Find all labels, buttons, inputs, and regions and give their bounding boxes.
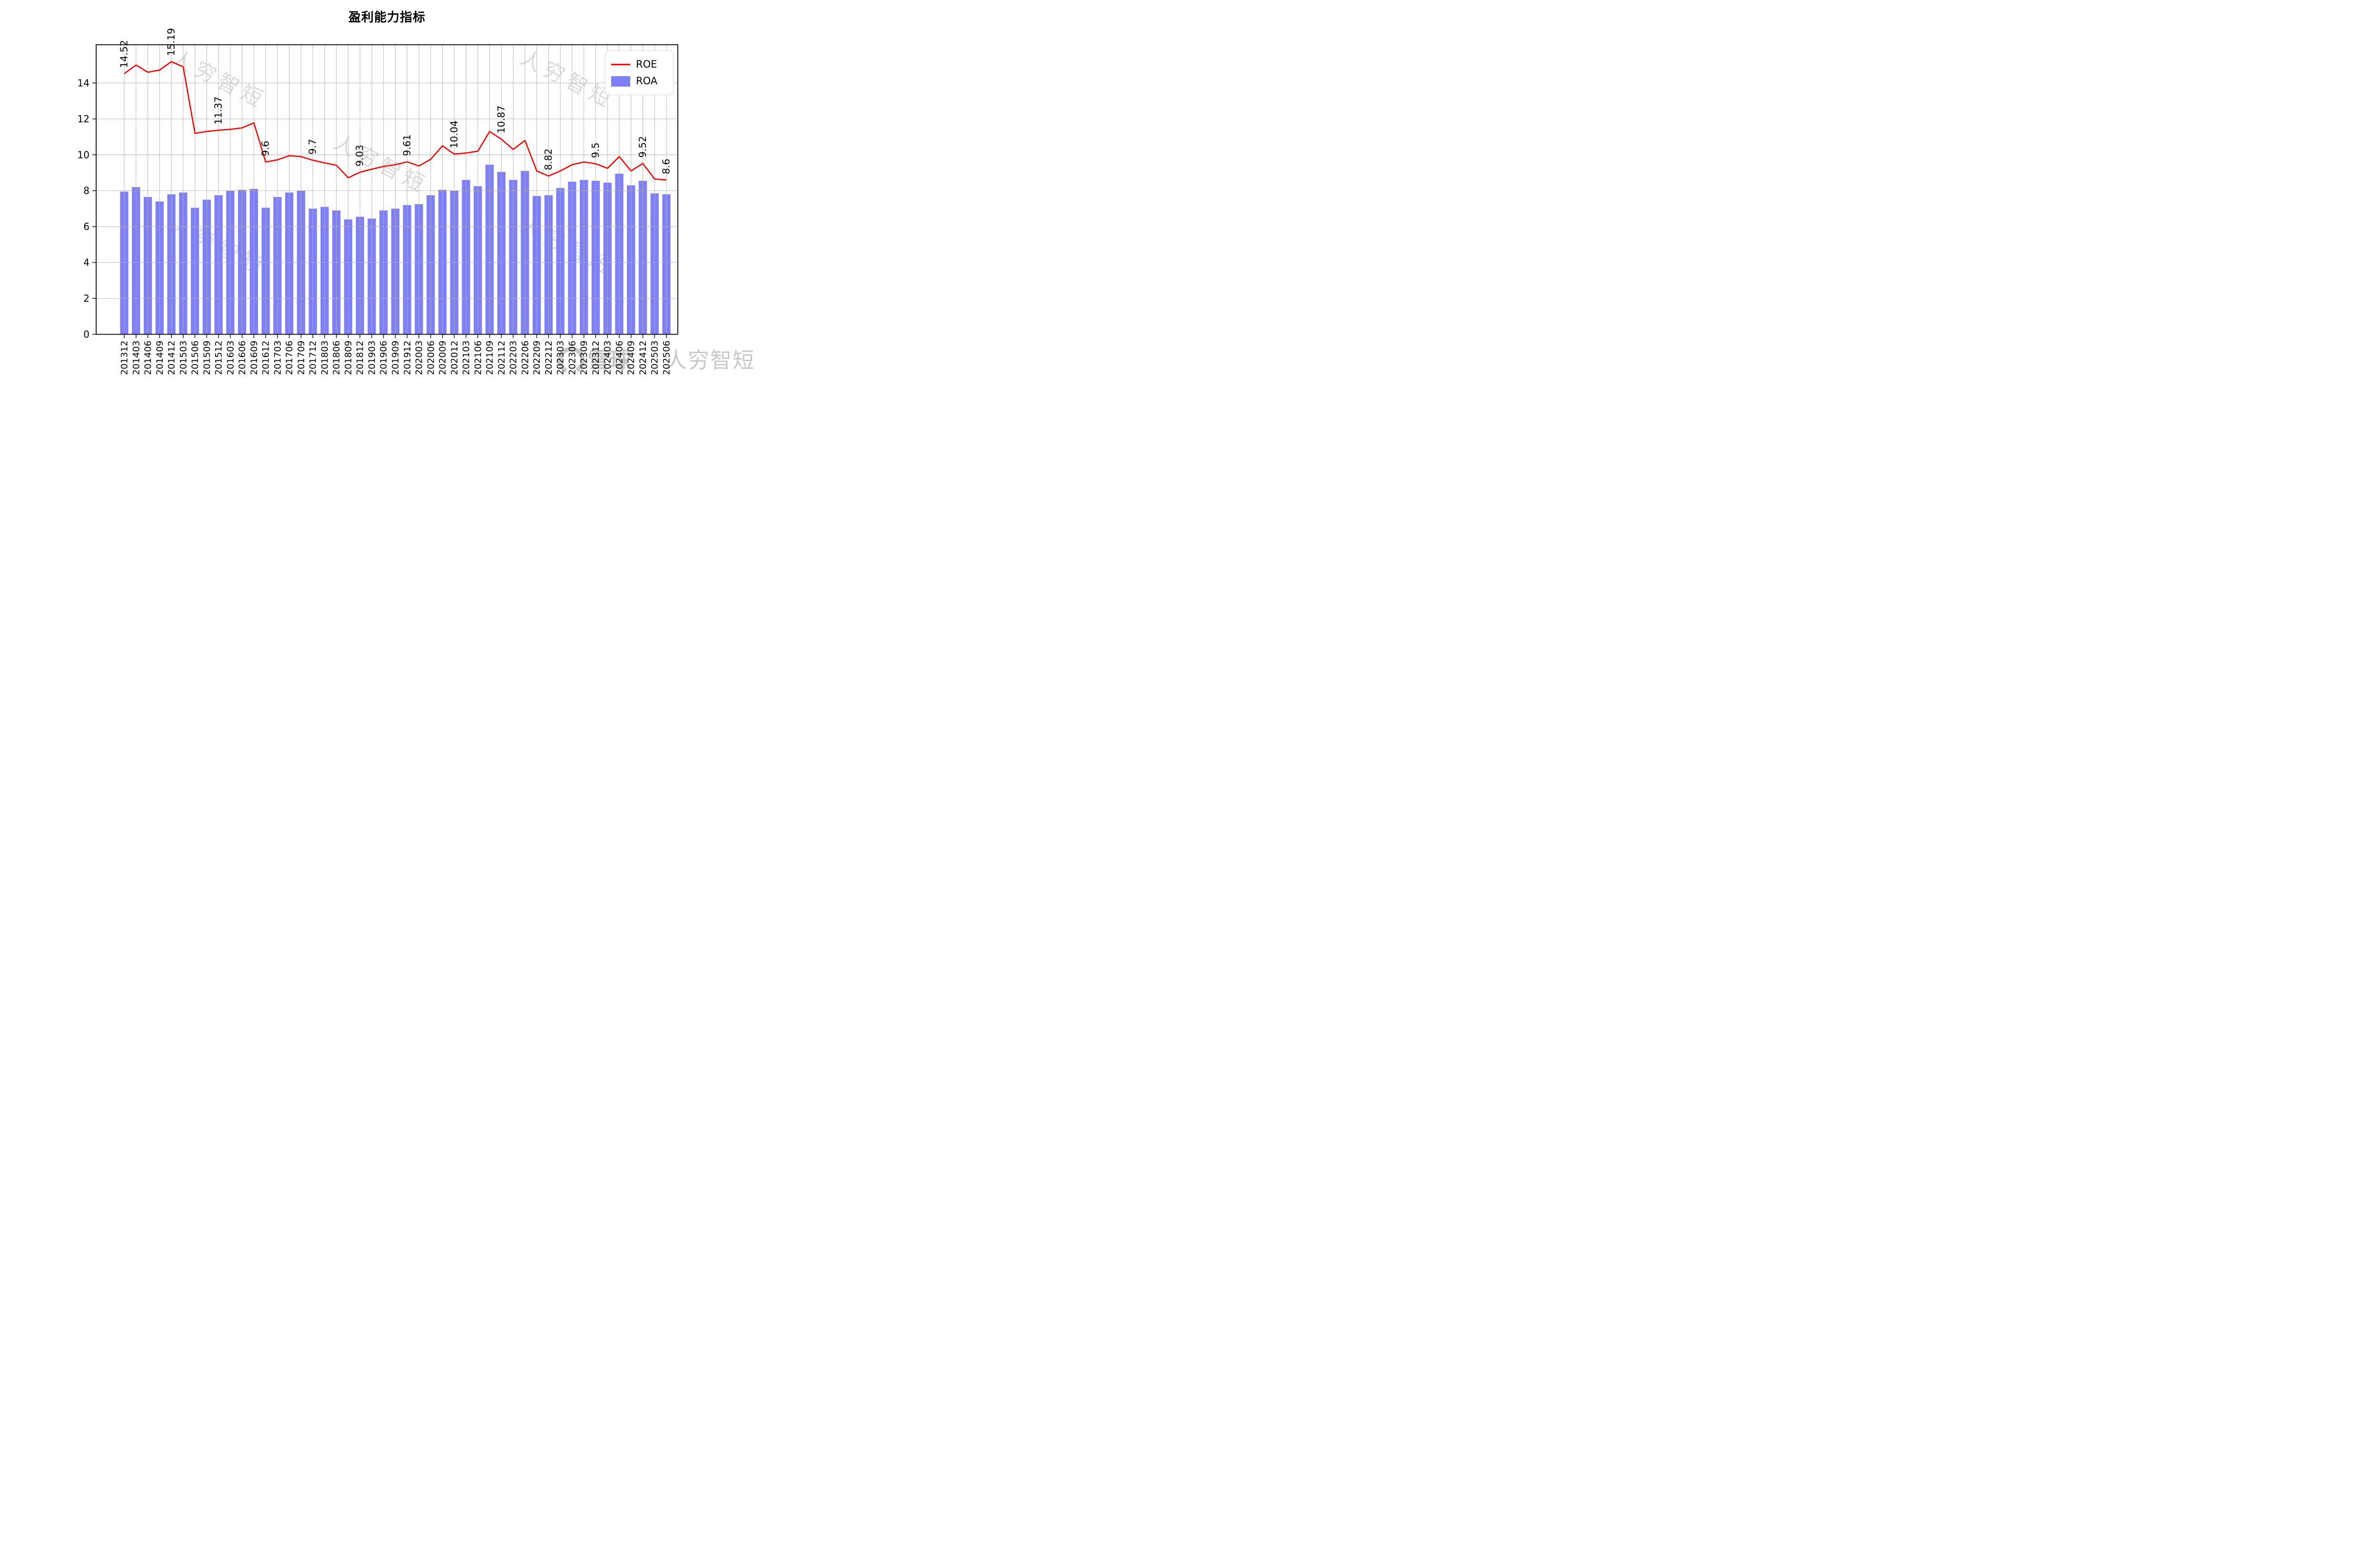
x-tick-label: 202003 xyxy=(414,341,425,375)
x-tick-label: 201403 xyxy=(131,341,141,375)
snowball-logo-icon xyxy=(557,346,585,374)
legend-label-roe: ROE xyxy=(636,58,657,70)
x-tick-label: 202406 xyxy=(614,341,625,375)
x-tick-label: 201506 xyxy=(190,341,200,375)
x-tick-label: 201406 xyxy=(143,341,153,375)
roe-annotation: 9.6 xyxy=(260,141,271,157)
x-tick-label: 201603 xyxy=(225,341,236,375)
y-tick-label: 10 xyxy=(78,149,89,160)
x-tick-label: 202009 xyxy=(437,341,448,375)
watermark-text: 人穷智短 xyxy=(329,130,432,198)
chart-canvas: 人穷智短人穷智短人穷智短人穷智短人穷智短雪球人穷智短02468101214201… xyxy=(78,28,755,375)
roe-annotation: 9.03 xyxy=(354,145,366,167)
x-tick-label: 201609 xyxy=(249,341,259,375)
legend-item-roa: ROA xyxy=(605,76,673,87)
brand-name-text: 雪球 xyxy=(587,347,632,373)
x-tick-label: 202209 xyxy=(532,341,542,375)
roe-annotation: 8.82 xyxy=(543,148,554,170)
roe-annotation: 9.52 xyxy=(637,136,648,158)
roa-patch-swatch xyxy=(611,76,630,87)
watermark-text: 人穷智短 xyxy=(516,212,619,281)
x-tick-label: 201906 xyxy=(378,341,389,375)
x-tick-label: 201706 xyxy=(284,341,295,375)
x-tick-label: 201612 xyxy=(261,341,271,375)
roe-annotation: 10.87 xyxy=(496,106,507,134)
roe-annotations: 14.52 15.19 11.37 9.6 9.7 9.03 9.61 10.04 10.87 8… xyxy=(119,28,672,174)
roe-line xyxy=(124,61,667,181)
x-tick-label: 201806 xyxy=(331,341,342,375)
y-tick-label: 4 xyxy=(83,257,89,268)
x-tick-label: 201703 xyxy=(272,341,283,375)
legend-label-roa: ROA xyxy=(636,75,658,87)
brand-suffix-text: 人穷智短 xyxy=(665,348,755,373)
y-tick-label: 2 xyxy=(83,293,89,304)
brand-watermark: 雪球 人穷智短 xyxy=(557,346,755,374)
roe-annotation: 10.04 xyxy=(448,120,460,148)
x-tick-label: 201412 xyxy=(167,341,177,375)
x-tick-label: 201903 xyxy=(367,341,377,375)
roe-annotation: 11.37 xyxy=(213,97,224,125)
x-tick-label: 202203 xyxy=(508,341,519,375)
roe-annotation: 9.7 xyxy=(307,139,318,155)
x-tick-label: 202106 xyxy=(473,341,483,375)
x-tick-label: 201812 xyxy=(355,341,366,375)
chart-title: 盈利能力指标 xyxy=(348,10,426,25)
x-tick-label: 202006 xyxy=(426,341,436,375)
x-tick-label: 202506 xyxy=(662,341,672,375)
x-tick-label: 201909 xyxy=(390,341,401,375)
legend: ROE ROA xyxy=(605,50,674,95)
x-tick-label: 202409 xyxy=(626,341,636,375)
x-tick-label: 201809 xyxy=(343,341,354,375)
roe-annotation: 15.19 xyxy=(166,28,177,56)
x-tick-label: 202212 xyxy=(544,341,554,375)
x-tick-label: 201912 xyxy=(402,341,413,375)
x-tick-label: 202412 xyxy=(638,341,648,375)
roe-annotation: 9.61 xyxy=(401,134,413,156)
x-tick-label: 201606 xyxy=(237,341,248,375)
y-tick-label: 8 xyxy=(83,185,89,197)
roe-annotation: 14.52 xyxy=(119,40,130,68)
x-tick-label: 202309 xyxy=(579,341,589,375)
x-tick-label: 202503 xyxy=(650,341,660,375)
x-tick-label: 201712 xyxy=(308,341,318,375)
x-tick-label: 202312 xyxy=(591,341,601,375)
x-tick-label: 202403 xyxy=(603,341,613,375)
x-tick-label: 201312 xyxy=(119,341,130,375)
x-tick-label: 202112 xyxy=(496,341,507,375)
x-tick-label: 201503 xyxy=(178,341,188,375)
x-tick-label: 202109 xyxy=(485,341,495,375)
y-tick-label: 14 xyxy=(78,77,89,89)
x-tick-label: 202303 xyxy=(555,341,566,375)
x-tick-label: 202306 xyxy=(567,341,577,375)
x-tick-label: 201409 xyxy=(155,341,165,375)
x-tick-label: 202012 xyxy=(449,341,460,375)
x-tick-label: 201512 xyxy=(214,341,224,375)
gridlines xyxy=(96,45,678,335)
x-tick-label: 201709 xyxy=(296,341,307,375)
roe-line-swatch xyxy=(611,63,630,65)
x-tick-label: 202103 xyxy=(461,341,472,375)
roe-annotation: 9.5 xyxy=(590,143,601,158)
roe-annotation: 8.6 xyxy=(661,158,672,174)
y-tick-label: 6 xyxy=(83,221,89,232)
x-tick-label: 201509 xyxy=(202,341,212,375)
axes: 0 2 4 6 8 10 12 14 201312 201403 201406 201409 20141… xyxy=(78,77,672,375)
y-tick-label: 12 xyxy=(78,113,89,125)
x-tick-label: 202206 xyxy=(520,341,530,375)
chart-figure: 人穷智短人穷智短人穷智短人穷智短人穷智短雪球人穷智短02468101214201… xyxy=(0,0,771,385)
legend-item-roe: ROE xyxy=(605,59,673,69)
watermark-text: 人穷智短 xyxy=(516,45,619,114)
x-tick-label: 201803 xyxy=(319,341,330,375)
plot-box xyxy=(96,44,678,335)
y-tick-label: 0 xyxy=(83,329,89,340)
